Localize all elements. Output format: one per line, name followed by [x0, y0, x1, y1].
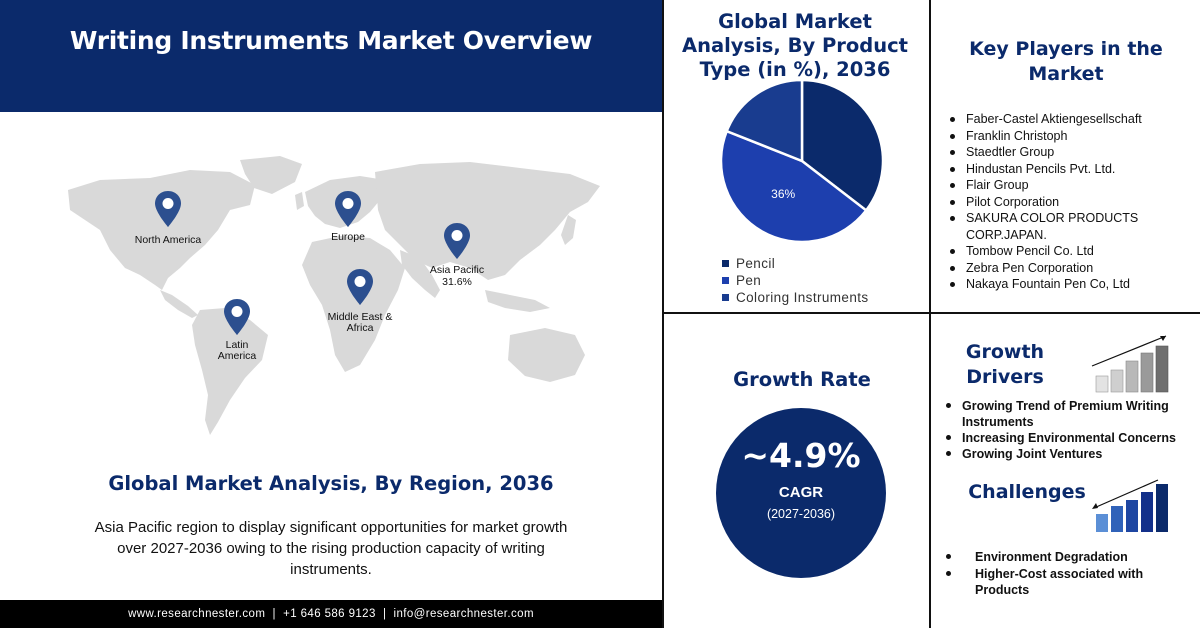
location-pin-icon: [224, 299, 250, 335]
location-pin-icon: [335, 191, 361, 227]
challenges-title: Challenges: [968, 481, 1086, 503]
region-label-middle-east-africa: Middle East & Africa: [327, 311, 393, 334]
region-section-description: Asia Pacific region to display significa…: [94, 519, 568, 578]
cagr-value: ~4.9%: [741, 436, 861, 475]
region-label-asia-pacific: Asia Pacific: [429, 264, 485, 276]
location-pin-icon: [444, 223, 470, 259]
region-value-asia-pacific: 31.6%: [442, 276, 472, 288]
list-item: Zebra Pen Corporation: [948, 260, 1198, 277]
list-item: Growing Trend of Premium Writing Instrum…: [944, 398, 1194, 430]
location-pin-icon: [347, 269, 373, 305]
cagr-label: CAGR: [778, 484, 824, 501]
legend-item: Pen: [722, 272, 869, 289]
region-section-title: Global Market Analysis, By Region, 2036: [108, 472, 554, 495]
map-greenland: [240, 156, 302, 194]
list-item: Higher-Cost associated with Products: [944, 566, 1194, 599]
product-section-title: Global Market Analysis, By Product Type …: [681, 10, 908, 81]
map-north-america: [68, 170, 255, 290]
product-pie-chart: 36%: [719, 80, 885, 242]
list-item: Staedtler Group: [948, 144, 1198, 161]
map-japan: [561, 215, 576, 245]
map-se-asia: [485, 290, 550, 312]
map-uk: [295, 192, 304, 210]
pie-slice-pen: [719, 129, 868, 242]
location-pin-icon: [155, 191, 181, 227]
footer-contact: www.researchnester.com | +1 646 586 9123…: [0, 600, 662, 628]
list-item: Nakaya Fountain Pen Co, Ltd: [948, 276, 1198, 293]
list-item: SAKURA COLOR PRODUCTS CORP.JAPAN.: [948, 210, 1198, 243]
key-players-title: Key Players in the Market: [969, 38, 1163, 85]
map-asia: [375, 162, 600, 280]
divider: [662, 0, 664, 628]
list-item: Growing Joint Ventures: [944, 446, 1194, 462]
legend-label: Pen: [736, 273, 762, 288]
decline-bars-icon: [1092, 479, 1168, 532]
region-label-latin-america: Latin America: [217, 339, 257, 362]
list-item: Franklin Christoph: [948, 128, 1198, 145]
list-item: Tombow Pencil Co. Ltd: [948, 243, 1198, 260]
divider: [662, 312, 1200, 314]
growth-bars-icon: [1091, 335, 1169, 393]
growth-drivers-title: Growth Drivers: [965, 341, 1045, 388]
list-item: Hindustan Pencils Pvt. Ltd.: [948, 161, 1198, 178]
region-label-europe: Europe: [331, 231, 365, 243]
legend-label: Coloring Instruments: [736, 290, 869, 305]
list-item: Pilot Corporation: [948, 194, 1198, 211]
legend-swatch: [722, 294, 729, 301]
legend-item: Coloring Instruments: [722, 289, 869, 306]
pie-slice-coloring-instruments: [725, 80, 804, 163]
list-item: Flair Group: [948, 177, 1198, 194]
pie-data-label: 36%: [771, 187, 795, 201]
map-australia: [508, 328, 585, 382]
list-item: Increasing Environmental Concerns: [944, 430, 1194, 446]
legend-label: Pencil: [736, 256, 776, 271]
growth-drivers-list: Growing Trend of Premium Writing Instrum…: [944, 398, 1194, 462]
key-players-list: Faber-Castel Aktiengesellschaft Franklin…: [948, 111, 1198, 293]
header-banner: Writing Instruments Market Overview: [0, 0, 662, 112]
page-title: Writing Instruments Market Overview: [69, 26, 593, 55]
list-item: Faber-Castel Aktiengesellschaft: [948, 111, 1198, 128]
list-item: Environment Degradation: [944, 549, 1194, 566]
pie-legend: Pencil Pen Coloring Instruments: [722, 255, 869, 306]
map-india: [400, 250, 440, 298]
legend-swatch: [722, 277, 729, 284]
region-label-north-america: North America: [134, 234, 202, 246]
challenges-list: Environment Degradation Higher-Cost asso…: [944, 549, 1194, 599]
divider: [929, 0, 931, 628]
map-central-america: [160, 290, 198, 318]
legend-item: Pencil: [722, 255, 869, 272]
legend-swatch: [722, 260, 729, 267]
cagr-circle: [716, 408, 886, 578]
pie-slice-pencil: [800, 80, 885, 213]
map-africa: [302, 236, 405, 372]
growth-rate-title: Growth Rate: [733, 368, 871, 391]
map-south-america: [192, 308, 268, 435]
region-panel: Writing Instruments Market Overview: [0, 0, 662, 628]
cagr-period: (2027-2036): [766, 507, 836, 521]
